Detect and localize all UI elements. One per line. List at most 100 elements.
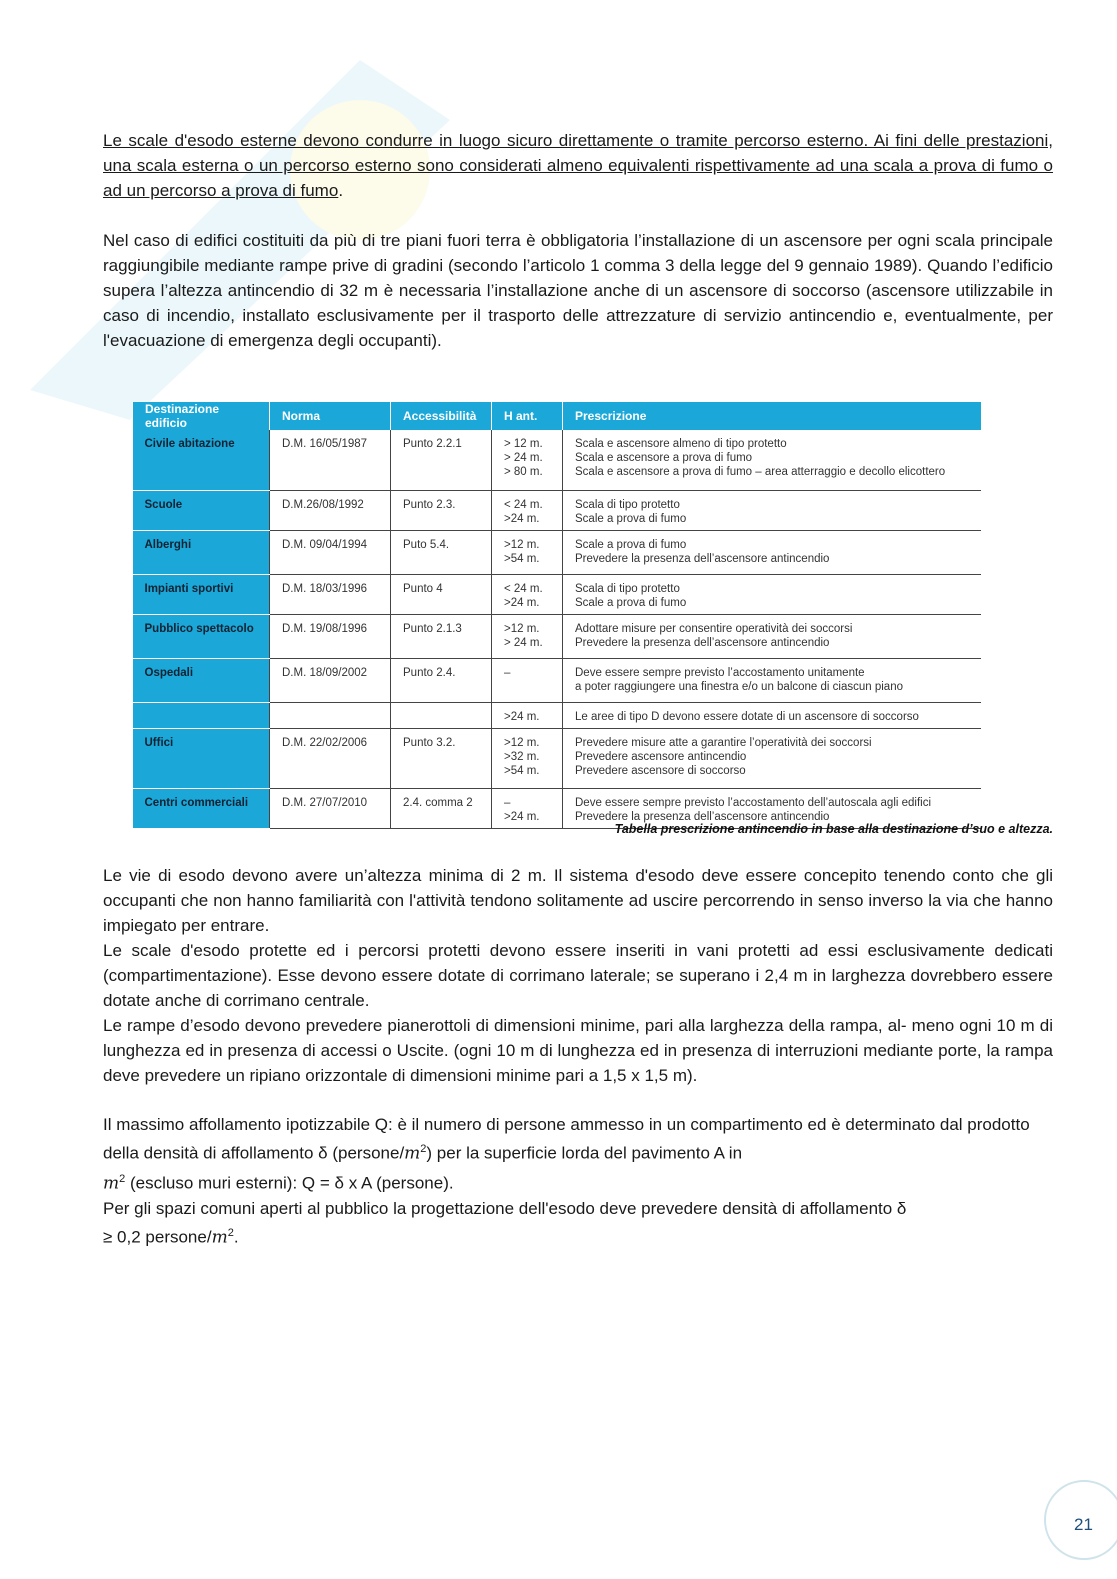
cell-line: Prevedere la presenza dell’ascensore ant… — [575, 636, 830, 649]
cell-norma: D.M. 27/07/2010 — [269, 788, 391, 829]
cell-line: Deve essere sempre previsto l’accostamen… — [575, 666, 865, 679]
cell-line: Prevedere la presenza dell’ascensore ant… — [575, 810, 830, 823]
table-row: Scuole D.M.26/08/1992 Punto 2.3. < 24 m. >24… — [132, 490, 981, 531]
cell-line: >12 m. — [504, 622, 540, 635]
cell-line: Scala e ascensore a prova di fumo – area… — [575, 466, 946, 478]
text: Il massimo affollamento ipotizzabile Q: … — [103, 1115, 1030, 1163]
cell-h: < 24 m. >24 m. — [491, 490, 563, 531]
cell-line: >54 m. — [504, 764, 540, 777]
text: Per gli spazi comuni aperti al pubblico … — [103, 1199, 907, 1219]
cell-norma: D.M. 22/02/2006 — [269, 728, 391, 789]
cell-line: Prevedere ascensore antincendio — [575, 750, 747, 763]
cell-h: >24 m. — [491, 702, 563, 729]
table-row: Uffici D.M. 22/02/2006 Punto 3.2. >12 m. >32… — [132, 728, 981, 789]
cell-h: >12 m. >32 m. >54 m. — [491, 728, 563, 789]
cell-line: >24 m. — [504, 596, 540, 609]
math-exp: 2 — [227, 1227, 234, 1240]
cell-norma: D.M. 19/08/1996 — [269, 614, 391, 659]
table-row: Centri commerciali D.M. 27/07/2010 2.4. co… — [132, 788, 981, 829]
math-m: m — [103, 1173, 120, 1194]
column-header: H ant. — [491, 402, 563, 430]
cell-presc: Scala di tipo protetto Scale a prova di f… — [562, 574, 981, 615]
cell-h: >12 m. > 24 m. — [491, 614, 563, 659]
cell-line: Scala di tipo protetto — [575, 582, 680, 595]
paragraph-line: Le rampe d’esodo devono prevedere pianer… — [103, 1016, 1053, 1085]
cell-dest: Civile abitazione — [132, 430, 270, 491]
cell-line: Scala e ascensore almeno di tipo protett… — [575, 438, 787, 450]
cell-presc: Adottare misure per consentire operativi… — [562, 614, 981, 659]
cell-line: Scale a prova di fumo — [575, 538, 687, 551]
math-exp: 2 — [420, 1143, 427, 1155]
cell-line: Scale a prova di fumo — [575, 512, 687, 525]
cell-line: >12 m. — [504, 736, 540, 749]
math-exp: 2 — [119, 1172, 126, 1185]
cell-h: >12 m. >54 m. — [491, 530, 563, 575]
cell-line: Prevedere la presenza dell’ascensore ant… — [575, 552, 830, 565]
page-number: 21 — [1074, 1515, 1093, 1534]
cell-line: Adottare misure per consentire operativi… — [575, 622, 853, 635]
cell-line: a poter raggiungere una finestra e/o un … — [575, 680, 903, 693]
cell-acc — [390, 702, 492, 729]
cell-line: > 24 m. — [504, 452, 543, 464]
cell-line: >24 m. — [504, 710, 540, 723]
cell-acc: Punto 4 — [390, 574, 492, 615]
cell-norma — [269, 702, 391, 729]
table-row: Pubblico spettacolo D.M. 19/08/1996 Punto … — [132, 614, 981, 659]
table-row: Ospedali D.M. 18/09/2002 Punto 2.4. – Deve e… — [132, 658, 981, 703]
cell-dest: Ospedali — [132, 658, 270, 703]
paragraph-external-stairs: Le scale d'esodo esterne devono condurre… — [103, 128, 1053, 203]
cell-norma: D.M. 18/03/1996 — [269, 574, 391, 615]
cell-presc: Deve essere sempre previsto l’accostamen… — [562, 788, 981, 829]
cell-line: – — [504, 666, 511, 679]
cell-line: >54 m. — [504, 552, 540, 565]
table-row: Civile abitazione D.M. 16/05/1987 Punto 2.… — [132, 430, 981, 491]
cell-line: Scala di tipo protetto — [575, 498, 680, 511]
paragraph-elevators: Nel caso di edifici costituiti da più di… — [103, 231, 1053, 350]
cell-line: > 12 m. — [504, 438, 543, 450]
column-header: Destinazione edificio — [132, 402, 270, 430]
paragraph-escape-routes: Le vie di esodo devono avere un’altezza … — [103, 863, 1053, 1088]
cell-line: Le aree di tipo D devono essere dotate d… — [575, 710, 919, 723]
cell-norma: D.M. 09/04/1994 — [269, 530, 391, 575]
cell-norma: D.M. 18/09/2002 — [269, 658, 391, 703]
cell-h: – — [491, 658, 563, 703]
table-row: Impianti sportivi D.M. 18/03/1996 Punto 4 <… — [132, 574, 981, 615]
column-header: Prescrizione — [562, 402, 981, 430]
cell-acc: Punto 3.2. — [390, 728, 492, 789]
cell-line: Scala e ascensore a prova di fumo — [575, 452, 753, 464]
column-header: Accessibilità — [390, 402, 492, 430]
cell-line: > 24 m. — [504, 636, 543, 649]
cell-line: Deve essere sempre previsto l’accostamen… — [575, 796, 932, 809]
cell-dest: Scuole — [132, 490, 270, 531]
text: ≥ 0,2 persone/ — [103, 1227, 212, 1247]
cell-line: >24 m. — [504, 512, 540, 525]
cell-line: >12 m. — [504, 538, 540, 551]
cell-dest — [132, 702, 270, 729]
cell-line: < 24 m. — [504, 582, 543, 595]
cell-presc: Scala e ascensore almeno di tipo protett… — [562, 430, 981, 491]
math-m: m — [404, 1143, 421, 1164]
paragraph-line: Le vie di esodo devono avere un’altezza … — [103, 866, 1053, 935]
cell-line: > 80 m. — [504, 466, 543, 478]
underlined-text: Le scale d'esodo esterne devono condurre… — [103, 131, 1053, 200]
cell-presc: Scala di tipo protetto Scale a prova di f… — [562, 490, 981, 531]
cell-acc: Punto 2.2.1 — [390, 430, 492, 491]
cell-dest: Impianti sportivi — [132, 574, 270, 615]
cell-norma: D.M.26/08/1992 — [269, 490, 391, 531]
cell-line: >32 m. — [504, 750, 540, 763]
text: ) per la superficie lorda del pavimento … — [426, 1143, 743, 1163]
cell-line: < 24 m. — [504, 498, 543, 511]
fire-prescription-table: Destinazione edificio Norma Accessibilità H… — [132, 402, 981, 829]
cell-line: Prevedere ascensore di soccorso — [575, 764, 746, 777]
cell-presc: Le aree di tipo D devono essere dotate d… — [562, 702, 981, 729]
text: (escluso muri esterni): Q = δ x A (perso… — [125, 1173, 454, 1193]
cell-line: Scale a prova di fumo — [575, 596, 687, 609]
table-row: Alberghi D.M. 09/04/1994 Puto 5.4. >12 m. >5… — [132, 530, 981, 575]
cell-line: – — [504, 796, 511, 809]
cell-h: > 12 m. > 24 m. > 80 m. — [491, 430, 563, 491]
math-m: m — [211, 1227, 228, 1248]
cell-h: < 24 m. >24 m. — [491, 574, 563, 615]
table-row: >24 m. Le aree di tipo D devono essere do… — [132, 702, 981, 729]
crowding-definition: Il massimo affollamento ipotizzabile Q: … — [103, 1112, 1053, 1196]
cell-dest: Uffici — [132, 728, 270, 789]
